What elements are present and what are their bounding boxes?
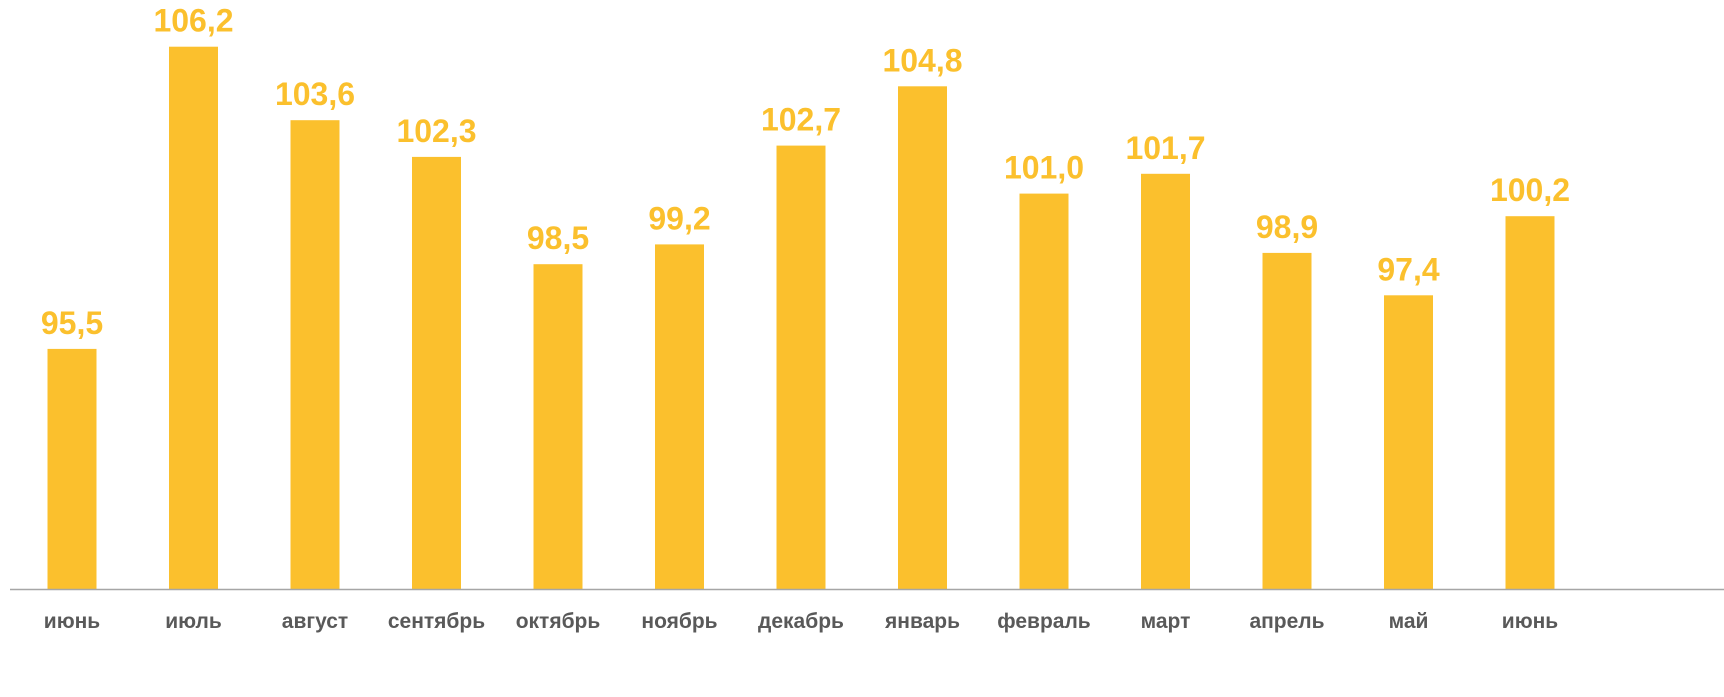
data-label-11: 97,4 [1377, 251, 1439, 287]
x-tick-label-8: февраль [997, 610, 1091, 633]
data-label-6: 102,7 [761, 102, 841, 138]
data-label-8: 101,0 [1004, 150, 1084, 186]
data-label-12: 100,2 [1490, 172, 1570, 208]
data-label-10: 98,9 [1256, 209, 1318, 245]
bar-0 [47, 348, 97, 589]
x-tick-label-6: декабрь [758, 610, 844, 633]
bars-group [47, 46, 1555, 590]
x-tick-label-3: сентябрь [388, 610, 485, 633]
bar-9 [1141, 173, 1190, 590]
x-tick-label-9: март [1141, 610, 1191, 633]
x-tick-label-12: июнь [1502, 610, 1559, 633]
x-tick-label-7: январь [884, 610, 960, 633]
bar-11 [1384, 295, 1433, 589]
bar-4 [533, 264, 583, 589]
data-label-2: 103,6 [275, 76, 355, 112]
bar-3 [412, 156, 461, 589]
x-tick-label-11: май [1389, 610, 1429, 633]
bar-10 [1262, 252, 1312, 589]
bar-2 [290, 120, 340, 589]
bar-6 [776, 145, 826, 589]
data-label-5: 99,2 [648, 200, 710, 236]
bar-1 [169, 46, 218, 589]
x-tick-labels-group: июнь июль август сентябрь октябрь ноябрь декаб… [44, 610, 1559, 633]
data-label-3: 102,3 [396, 113, 476, 149]
x-tick-label-10: апрель [1249, 610, 1324, 633]
x-tick-label-2: август [282, 610, 348, 633]
bar-12 [1505, 216, 1555, 589]
x-tick-label-0: июнь [44, 610, 101, 633]
data-label-1: 106,2 [153, 3, 233, 39]
x-tick-label-5: ноябрь [641, 610, 717, 633]
x-tick-label-4: октябрь [516, 610, 601, 633]
x-tick-label-1: июль [165, 610, 222, 633]
data-label-4: 98,5 [527, 220, 589, 256]
data-label-7: 104,8 [882, 42, 962, 78]
bar-8 [1019, 193, 1069, 589]
value-labels-group: 95,5 106,2 103,6 102,3 98,5 99,2 102,7 104,8 101… [41, 3, 1570, 341]
bar-5 [655, 244, 704, 589]
bar-7 [898, 86, 947, 590]
data-label-0: 95,5 [41, 305, 103, 341]
data-label-9: 101,7 [1125, 130, 1205, 166]
